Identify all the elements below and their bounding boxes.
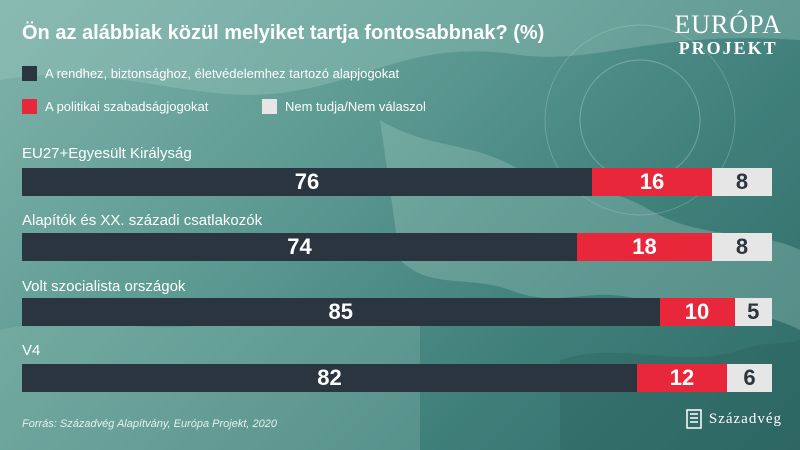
data-label: 82 xyxy=(317,365,342,390)
legend-item-nemtudja: Nem tudja/Nem válaszol xyxy=(262,99,426,114)
bar-segment-rend: 82 xyxy=(22,364,637,392)
category-label: Volt szocialista országok xyxy=(22,278,186,295)
legend-swatch-nemtudja xyxy=(262,99,277,114)
data-label: 18 xyxy=(632,234,657,259)
szazadveg-emblem-icon xyxy=(686,409,702,429)
data-label: 8 xyxy=(735,169,749,194)
legend-item-rend: A rendhez, biztonsághoz, életvédelemhez … xyxy=(22,66,399,81)
bar-segment-rend: 76 xyxy=(22,168,592,196)
data-label: 76 xyxy=(294,169,320,194)
legend-label-nemtudja: Nem tudja/Nem válaszol xyxy=(285,99,426,114)
data-label: 85 xyxy=(328,299,353,324)
data-label: 16 xyxy=(639,169,665,194)
bar-segment-politikai: 18 xyxy=(577,233,712,261)
data-label: 8 xyxy=(735,234,749,259)
bar-segment-rend: 85 xyxy=(22,298,660,326)
stacked-bar: 74 18 8 xyxy=(22,233,772,261)
stacked-bar: 85 10 5 xyxy=(22,298,772,326)
stacked-bar: 76 16 8 xyxy=(22,168,772,196)
data-label: 74 xyxy=(287,234,312,259)
legend-item-politikai: A politikai szabadságjogokat xyxy=(22,99,208,114)
legend-swatch-politikai xyxy=(22,99,37,114)
source-note: Forrás: Századvég Alapítvány, Európa Pro… xyxy=(22,418,277,430)
stacked-bar: 82 12 6 xyxy=(22,364,772,392)
data-label: 10 xyxy=(684,299,710,324)
bar-segment-politikai: 16 xyxy=(592,168,712,196)
europa-projekt-logo: EURÓPA PROJEKT xyxy=(674,10,782,59)
bar-segment-rend: 74 xyxy=(22,233,577,261)
data-label: 6 xyxy=(743,365,756,390)
legend-swatch-rend xyxy=(22,66,37,81)
bar-segment-politikai: 10 xyxy=(659,298,735,326)
legend-label-politikai: A politikai szabadságjogokat xyxy=(45,99,209,114)
category-label: V4 xyxy=(22,342,41,359)
szazadveg-logo: Századvég xyxy=(685,408,782,430)
data-label: 5 xyxy=(747,299,760,324)
category-label: EU27+Egyesült Királyság xyxy=(22,145,192,162)
chart-title: Ön az alábbiak közül melyiket tartja fon… xyxy=(22,22,545,44)
category-label: Alapítók és XX. századi csatlakozók xyxy=(22,212,263,229)
bar-segment-nemtudja: 6 xyxy=(727,364,772,392)
bar-segment-nemtudja: 8 xyxy=(712,168,772,196)
bar-segment-politikai: 12 xyxy=(637,364,727,392)
legend-label-rend: A rendhez, biztonsághoz, életvédelemhez … xyxy=(45,66,400,81)
data-label: 12 xyxy=(669,365,695,390)
bar-segment-nemtudja: 8 xyxy=(712,233,772,261)
bar-segment-nemtudja: 5 xyxy=(734,298,772,326)
